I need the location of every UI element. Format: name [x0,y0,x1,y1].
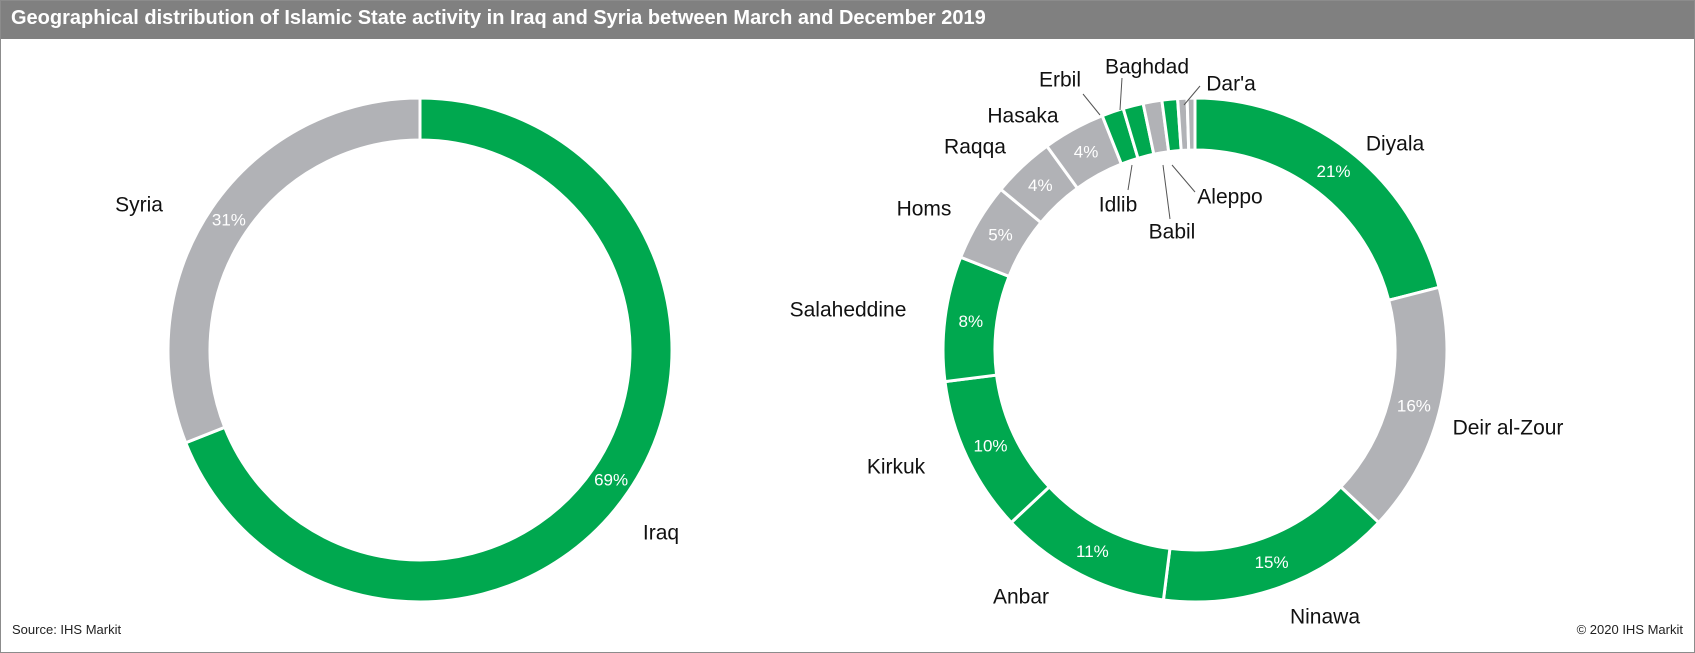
leader-line-baghdad [1119,77,1123,111]
donut-slice-deir-al-zour [1338,285,1449,525]
slice-label-anbar: Anbar [993,586,1049,609]
slice-label-deir-al-zour: Deir al-Zour [1453,417,1564,440]
slice-label-raqqa: Raqqa [944,136,1006,159]
leader-line-erbil [1082,93,1101,116]
slice-value-syria: 31% [212,211,246,230]
slice-label-homs: Homs [897,198,952,221]
leader-line-dar-a [1183,85,1201,106]
copyright-note: © 2020 IHS Markit [1576,622,1683,637]
slice-value-kirkuk: 10% [973,437,1007,456]
slice-label-hasaka: Hasaka [987,105,1059,128]
slice-value-raqqa: 4% [1028,176,1053,195]
donut-slice-dar-a [1185,96,1197,152]
slice-label-iraq: Iraq [643,522,679,545]
slice-label-diyala: Diyala [1366,133,1425,156]
slice-label-salaheddine: Salaheddine [790,299,907,322]
slice-value-ninawa: 15% [1255,553,1289,572]
slice-value-deir-al-zour: 16% [1397,397,1431,416]
slice-label-aleppo: Aleppo [1197,186,1262,209]
slice-label-baghdad: Baghdad [1105,56,1189,79]
slice-value-diyala: 21% [1316,162,1350,181]
leader-line-aleppo [1171,164,1196,193]
slice-label-syria: Syria [115,194,163,217]
slice-label-babil: Babil [1149,221,1196,244]
slice-value-anbar: 11% [1076,542,1109,561]
leader-line-babil [1162,164,1171,220]
source-note: Source: IHS Markit [12,622,122,637]
slice-label-ninawa: Ninawa [1290,606,1360,629]
slice-label-erbil: Erbil [1039,69,1081,92]
slice-label-idlib: Idlib [1099,194,1138,217]
donut-slice-syria [166,96,422,445]
donut-slice-ninawa [1161,484,1381,604]
slice-value-homs: 5% [988,226,1013,245]
slice-value-hasaka: 4% [1074,143,1099,162]
leader-line-idlib [1127,164,1133,191]
slice-value-salaheddine: 8% [959,312,984,331]
chart-title: Geographical distribution of Islamic Sta… [11,7,986,29]
donut-slice-iraq [183,96,674,604]
slice-label-dar-a: Dar'a [1206,73,1256,96]
slice-label-kirkuk: Kirkuk [867,456,926,479]
slice-value-iraq: 69% [594,470,628,489]
title-bar: Geographical distribution of Islamic Sta… [1,1,1694,39]
